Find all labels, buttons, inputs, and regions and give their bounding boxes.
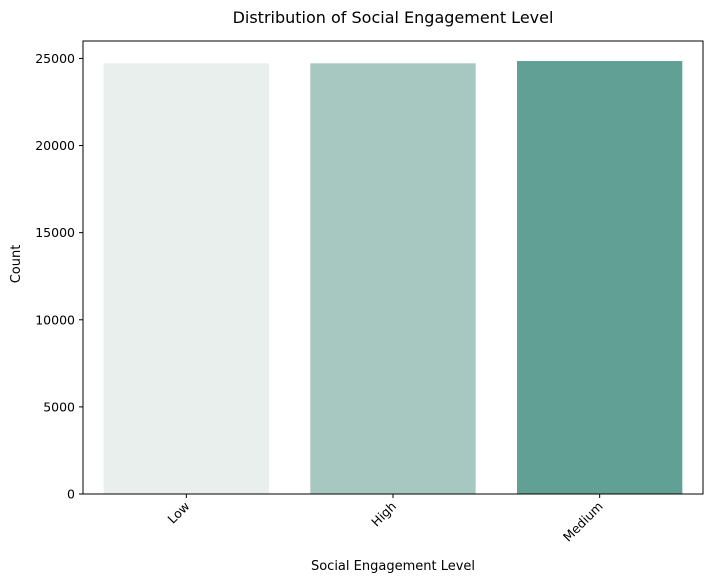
y-tick-label: 20000 — [35, 138, 75, 153]
x-tick-label: Medium — [560, 499, 606, 545]
x-tick-label: High — [368, 499, 399, 530]
bar-low — [103, 63, 270, 494]
chart-title: Distribution of Social Engagement Level — [233, 8, 554, 27]
bar-high — [310, 63, 476, 494]
y-tick-label: 25000 — [35, 51, 75, 66]
plot-frame — [82, 40, 704, 495]
x-tick-label: Low — [164, 499, 192, 527]
x-axis-label: Social Engagement Level — [311, 559, 475, 574]
y-tick-label: 0 — [67, 487, 75, 502]
y-tick-label: 5000 — [43, 399, 75, 414]
y-tick-label: 10000 — [35, 312, 75, 327]
bar-medium — [517, 61, 683, 495]
bars-layer — [103, 61, 683, 495]
y-axis-label: Count — [9, 245, 24, 284]
y-tick-label: 15000 — [35, 225, 75, 240]
